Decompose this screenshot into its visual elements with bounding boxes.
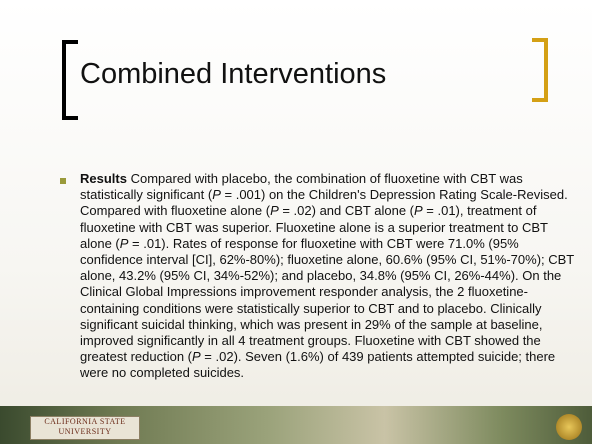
slide-title: Combined Interventions: [80, 58, 386, 91]
stat-symbol: P: [192, 349, 201, 364]
university-seal: [556, 414, 582, 440]
footer-sign: CALIFORNIA STATE UNIVERSITY: [30, 416, 140, 440]
stat-symbol: P: [414, 203, 423, 218]
bullet-marker: [60, 178, 66, 184]
text-run: = .01). Rates of response for fluoxetine…: [80, 236, 574, 364]
slide: Combined Interventions Results Compared …: [0, 0, 592, 444]
stat-symbol: P: [270, 203, 279, 218]
lead-word: Results: [80, 171, 127, 186]
stat-symbol: P: [212, 187, 221, 202]
left-bracket: [62, 40, 78, 120]
text-run: = .02) and CBT alone (: [279, 203, 414, 218]
bullet-text: Results Compared with placebo, the combi…: [80, 171, 580, 382]
right-bracket: [532, 38, 548, 102]
